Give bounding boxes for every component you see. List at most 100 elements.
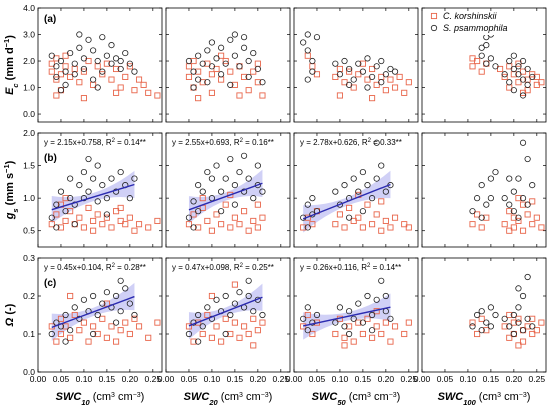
point-korshinskii [364,201,371,208]
point-psammophila [501,71,508,78]
point-korshinskii [62,52,69,59]
x-tick-label: 0.00 [158,374,175,384]
point-korshinskii [190,57,197,65]
point-korshinskii [126,63,133,70]
point-psammophila [364,84,371,91]
legend-marker-square [430,12,438,20]
point-korshinskii [515,79,522,86]
point-psammophila [76,182,83,189]
point-psammophila [62,81,69,88]
point-korshinskii [108,76,115,83]
point-psammophila [117,65,124,73]
point-korshinskii [469,221,476,228]
point-korshinskii [231,81,238,88]
point-korshinskii [519,227,527,234]
point-korshinskii [241,73,248,80]
point-korshinskii [533,214,540,221]
point-psammophila [94,198,101,205]
point-psammophila [108,42,115,49]
r2-text: = 0.25** [243,263,274,272]
point-psammophila [195,338,202,345]
point-psammophila [524,155,531,163]
point-psammophila [524,201,531,208]
point-korshinskii [382,87,389,94]
y-tick-label: 0.3 [23,253,35,263]
x-tick-label: 0.05 [181,374,198,384]
point-psammophila [529,323,536,330]
point-korshinskii [478,315,485,322]
point-psammophila [99,182,106,189]
panel-frame [293,257,419,373]
point-psammophila [524,65,531,73]
point-psammophila [300,39,307,46]
point-korshinskii [57,330,65,338]
legend: C. korshinskii S. psammophila [430,11,538,35]
point-psammophila [218,44,225,51]
point-korshinskii [309,221,316,228]
point-psammophila [387,315,394,322]
point-korshinskii [227,330,234,338]
point-psammophila [515,63,522,70]
point-korshinskii [245,227,252,234]
point-korshinskii [304,52,311,59]
point-psammophila [350,76,357,83]
point-korshinskii [231,214,238,221]
point-psammophila [259,188,266,195]
point-korshinskii [538,224,545,231]
point-korshinskii [515,195,522,202]
point-psammophila [208,315,216,322]
legend-marker-circle [430,24,438,32]
point-korshinskii [378,198,385,205]
panel-letter: (c) [44,278,56,289]
point-korshinskii [208,71,215,78]
y-axis-label: Ω (-) [4,303,16,327]
point-korshinskii [53,211,60,218]
point-psammophila [355,188,362,195]
point-korshinskii [474,211,481,218]
x-axis-label: SWC20 (cm3 cm−3) [184,391,273,407]
point-psammophila [304,201,311,208]
point-psammophila [94,84,101,91]
point-psammophila [240,152,248,159]
regression-equation: y = 0.45x+0.104, R2 = 0.28** [44,263,146,272]
point-korshinskii [48,68,55,75]
y-tick-label: 0.0 [23,367,35,377]
point-korshinskii [346,323,353,330]
point-psammophila [236,289,243,296]
point-psammophila [48,52,55,59]
equation-text: y = 0.26x+0.116, R [300,263,367,272]
point-korshinskii [245,330,252,338]
point-korshinskii [218,52,225,59]
equation-text: y = 0.47x+0.098, R [172,263,240,272]
point-korshinskii [391,323,399,330]
panel-frame [421,132,547,248]
point-korshinskii [213,65,220,73]
point-psammophila [195,208,202,215]
point-korshinskii [405,79,412,86]
point-korshinskii [62,63,69,70]
point-korshinskii [469,63,476,70]
point-korshinskii [62,217,69,224]
point-psammophila [378,162,385,169]
panel-r2-c2: 0.00 0.05 0.10 0.15 0.20 0.25 y = 0.26x+0.116,… [286,257,419,384]
x-tick-label: 0.15 [355,374,372,384]
point-psammophila [492,168,499,176]
point-korshinskii [510,214,517,221]
point-psammophila [510,188,517,195]
point-psammophila [71,221,78,228]
equation-text: y = 0.45x+0.104, R [44,263,112,272]
point-psammophila [122,49,129,57]
point-korshinskii [190,211,197,218]
point-korshinskii [359,330,366,338]
point-korshinskii [195,95,202,102]
point-korshinskii [199,195,206,202]
point-psammophila [71,71,78,78]
point-korshinskii [254,201,261,208]
point-korshinskii [53,92,60,99]
point-psammophila [195,76,202,83]
point-psammophila [227,155,234,163]
point-korshinskii [378,330,385,338]
point-korshinskii [208,292,215,300]
point-psammophila [204,168,211,176]
point-korshinskii [254,79,261,86]
